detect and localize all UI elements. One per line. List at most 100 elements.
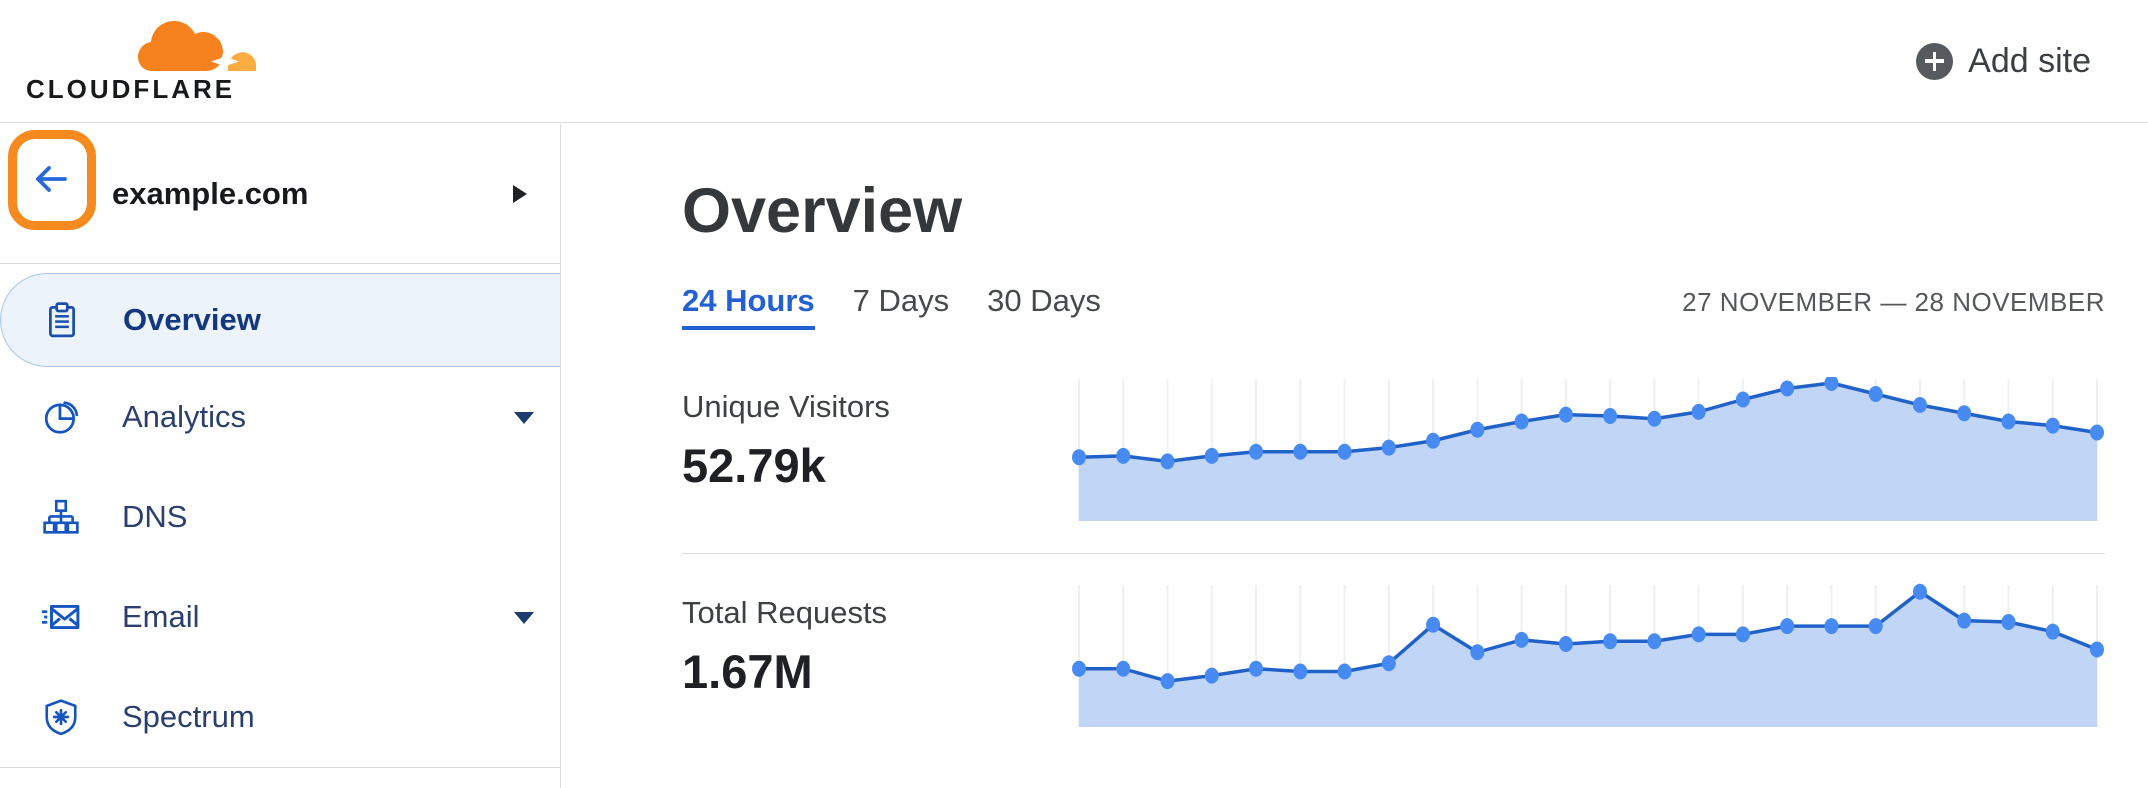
main-content: Overview 24 Hours 7 Days 30 Days 27 NOVE…: [561, 124, 2148, 788]
data-point: [2001, 614, 2016, 630]
sidebar-item-label: DNS: [122, 499, 188, 534]
data-point: [1249, 443, 1264, 460]
data-point: [1868, 618, 1883, 635]
area-fill: [1079, 383, 2097, 521]
data-point: [1558, 636, 1573, 652]
domain-name: example.com: [112, 175, 309, 211]
data-point: [1293, 443, 1308, 460]
unique-visitors-chart[interactable]: [1071, 375, 2105, 522]
data-point: [1293, 663, 1308, 680]
data-point: [1072, 449, 1086, 466]
stat-value: 52.79k: [682, 439, 826, 492]
trend-line: [1079, 590, 2098, 683]
data-point: [1116, 660, 1131, 677]
sidebar-divider: [0, 263, 560, 264]
data-point: [1381, 439, 1396, 456]
data-point: [2045, 417, 2060, 434]
trend-line: [1078, 381, 2098, 464]
cloudflare-cloud-icon: [138, 21, 256, 73]
data-point: [1204, 667, 1219, 684]
data-point: [2001, 413, 2016, 430]
data-point: [2045, 623, 2060, 640]
chart-canvas: [1072, 375, 2104, 521]
clipboard-icon: [43, 301, 81, 339]
data-point: [1868, 386, 1883, 402]
area-fill: [1079, 591, 2097, 727]
date-range-label: 27 NOVEMBER — 28 NOVEMBER: [1682, 287, 2105, 317]
data-point: [1072, 660, 1086, 677]
data-point: [1691, 403, 1706, 420]
back-button[interactable]: [22, 150, 80, 208]
stat-label: Total Requests: [682, 595, 888, 630]
sidebar-item-email[interactable]: Email: [0, 567, 560, 667]
sidebar-item-label: Overview: [123, 302, 261, 337]
data-point: [1735, 391, 1750, 408]
unique-visitors-row: Unique Visitors 52.79k: [682, 375, 2105, 522]
pie-chart-icon: [42, 398, 80, 436]
page-title: Overview: [682, 176, 963, 246]
data-point: [1470, 644, 1485, 661]
sidebar-item-spectrum[interactable]: Spectrum: [0, 667, 560, 767]
domain-selector[interactable]: example.com: [0, 124, 560, 263]
data-point: [1957, 405, 1972, 422]
data-point: [1735, 626, 1750, 643]
data-point: [1957, 612, 1972, 629]
data-point: [1116, 447, 1131, 464]
stat-value: 1.67M: [682, 645, 813, 698]
tab-7-days[interactable]: 7 Days: [852, 283, 950, 318]
sidebar-item-label: Analytics: [122, 399, 247, 434]
data-point: [1204, 447, 1219, 464]
data-point: [1160, 453, 1175, 470]
total-requests-chart[interactable]: [1071, 583, 2105, 728]
sidebar: example.com Overview: [0, 124, 561, 788]
shield-icon: [42, 698, 80, 736]
stat-info: Unique Visitors 52.79k: [682, 377, 1071, 522]
row-divider: [682, 553, 2105, 554]
stat-info: Total Requests 1.67M: [682, 583, 1071, 728]
time-range-tabs: 24 Hours 7 Days 30 Days 27 NOVEMBER — 28…: [682, 283, 2105, 330]
data-point: [1514, 631, 1529, 648]
data-point: [2090, 424, 2104, 441]
sidebar-divider: [0, 767, 560, 768]
data-point: [1824, 375, 1839, 391]
top-bar: CLOUDFLARE Add site: [0, 0, 2148, 123]
sidebar-item-analytics[interactable]: Analytics: [0, 367, 560, 467]
data-point: [1603, 633, 1618, 650]
chevron-right-icon: [513, 184, 527, 203]
cloudflare-logo[interactable]: CLOUDFLARE: [26, 17, 262, 105]
data-point: [1780, 380, 1795, 397]
data-point: [1912, 397, 1927, 413]
data-point: [1249, 660, 1264, 677]
data-point: [1337, 663, 1352, 680]
data-point: [1426, 432, 1441, 449]
tab-30-days[interactable]: 30 Days: [987, 283, 1101, 318]
data-point: [1160, 673, 1175, 690]
add-site-label: Add site: [1968, 41, 2091, 80]
sidebar-item-dns[interactable]: DNS: [0, 467, 560, 567]
total-requests-row: Total Requests 1.67M: [682, 583, 2105, 728]
data-point: [1426, 616, 1441, 633]
data-point: [1647, 633, 1662, 650]
stats-section: Unique Visitors 52.79k Total Requests 1.…: [682, 375, 2105, 728]
sidebar-item-overview[interactable]: Overview: [0, 273, 560, 367]
envelope-icon: [42, 598, 80, 636]
data-point: [1647, 410, 1662, 427]
data-point: [1780, 618, 1795, 635]
tab-24-hours[interactable]: 24 Hours: [682, 283, 815, 330]
cloudflare-wordmark: CLOUDFLARE: [26, 74, 236, 104]
chevron-down-icon: [514, 612, 534, 624]
add-site-button[interactable]: Add site: [1916, 42, 2091, 81]
data-point: [2090, 641, 2104, 658]
data-point: [1691, 626, 1706, 643]
chevron-down-icon: [514, 412, 534, 424]
plus-icon: [1916, 42, 1954, 80]
data-point: [1514, 413, 1529, 430]
arrow-left-icon: [36, 166, 67, 192]
data-point: [1558, 406, 1573, 423]
data-point: [1337, 443, 1352, 460]
sidebar-nav: Overview Analytics: [0, 264, 560, 768]
data-point: [1824, 618, 1839, 635]
chart-canvas: [1072, 583, 2104, 727]
data-point: [1912, 583, 1927, 600]
sidebar-item-label: Spectrum: [122, 699, 255, 734]
